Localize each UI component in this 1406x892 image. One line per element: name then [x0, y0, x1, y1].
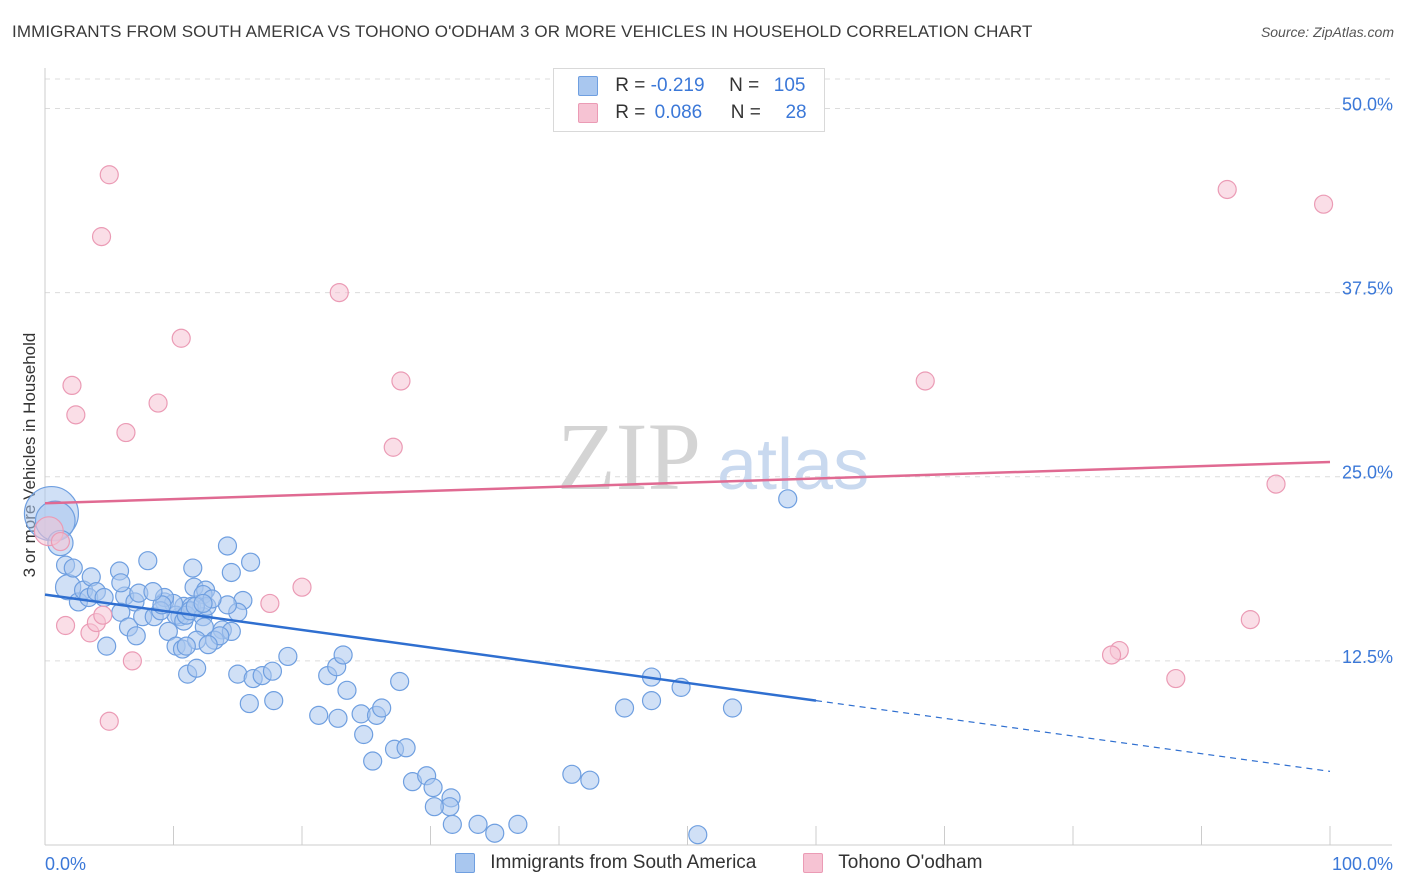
point-tohono [55, 615, 76, 636]
point-immigrants [111, 573, 131, 593]
point-immigrants [63, 558, 83, 578]
point-tohono [329, 282, 349, 303]
bottom-legend-tohono: Tohono O'odham [803, 852, 982, 874]
point-tohono [122, 651, 142, 671]
point-immigrants [264, 691, 284, 711]
point-immigrants [176, 636, 196, 656]
point-immigrants [688, 825, 708, 845]
bottom-legend-label: Immigrants from South America [490, 852, 757, 873]
point-tohono [99, 165, 119, 185]
point-immigrants [333, 645, 353, 665]
point-immigrants [614, 698, 635, 718]
point-tohono [99, 711, 119, 731]
watermark-zip: ZIP [557, 403, 701, 510]
point-immigrants [239, 693, 259, 714]
point-immigrants [442, 814, 462, 834]
point-tohono [93, 605, 113, 625]
y-tick-label: 12.5% [1342, 647, 1393, 667]
point-tohono [391, 371, 411, 391]
point-tohono [1240, 610, 1260, 630]
point-tohono [383, 437, 403, 457]
legend-n-value: 105 [773, 75, 806, 96]
source-label: Source: ZipAtlas.com [1260, 24, 1394, 40]
point-immigrants [187, 658, 207, 678]
point-immigrants [328, 708, 348, 728]
legend-swatch-pink [578, 103, 598, 123]
point-tohono [50, 531, 71, 552]
point-immigrants [143, 582, 163, 602]
point-tohono [1266, 474, 1286, 494]
point-immigrants [158, 621, 178, 642]
legend-r-value: 0.086 [654, 102, 703, 123]
point-tohono [62, 375, 82, 395]
point-tohono [116, 422, 136, 443]
legend-r-label: R = [615, 75, 646, 96]
point-immigrants [354, 724, 374, 745]
point-immigrants [138, 551, 158, 571]
point-tohono [1313, 194, 1334, 214]
point-tohono [66, 405, 86, 425]
point-immigrants [722, 698, 743, 718]
bottom-legend-immigrants: Immigrants from South America [455, 852, 756, 874]
legend-r-value: -0.219 [650, 75, 705, 96]
point-immigrants [396, 738, 416, 758]
legend-n-label: N = [729, 75, 760, 96]
legend-n-label: N = [730, 102, 761, 123]
point-immigrants [423, 777, 443, 798]
point-immigrants [580, 770, 600, 790]
trendline-tohono [44, 460, 1331, 505]
point-tohono [148, 393, 168, 413]
point-immigrants [126, 626, 146, 646]
legend-row-tohono: R = 0.086 N = 28 [578, 102, 807, 126]
legend-r-label: R = [615, 102, 646, 123]
bottom-legend-swatch-blue [455, 853, 475, 873]
point-tohono [1217, 179, 1237, 200]
legend-swatch-blue [578, 76, 598, 96]
trendline-immigrants [44, 593, 817, 702]
point-tohono [292, 577, 312, 597]
correlation-legend: R = -0.219 N = 105 R = 0.086 N = 28 [553, 68, 825, 132]
point-immigrants [485, 823, 505, 843]
bottom-legend-label: Tohono O'odham [838, 852, 983, 873]
point-immigrants [198, 635, 218, 655]
point-immigrants [262, 661, 283, 681]
point-immigrants [424, 797, 444, 817]
point-immigrants [641, 691, 662, 711]
point-immigrants [372, 698, 392, 718]
x-tick-label-min: 0.0% [45, 854, 86, 874]
y-tick-label: 50.0% [1342, 94, 1393, 114]
legend-n-value: 28 [785, 102, 807, 123]
x-tick-label-max: 100.0% [1332, 854, 1393, 874]
point-immigrants [241, 552, 261, 572]
legend-row-immigrants: R = -0.219 N = 105 [578, 75, 805, 99]
point-immigrants [97, 636, 117, 656]
bottom-legend-swatch-pink [803, 853, 823, 873]
point-immigrants [337, 680, 357, 700]
point-tohono [260, 593, 280, 614]
y-tick-label: 25.0% [1342, 463, 1393, 483]
point-immigrants [508, 814, 528, 834]
y-tick-label: 37.5% [1342, 279, 1393, 299]
point-immigrants [193, 593, 213, 614]
point-immigrants [309, 705, 329, 725]
point-immigrants [562, 764, 582, 784]
point-immigrants [183, 558, 203, 578]
point-immigrants [468, 814, 488, 834]
point-immigrants [278, 646, 298, 667]
point-immigrants [363, 751, 383, 771]
point-immigrants [217, 536, 238, 556]
point-tohono [915, 371, 935, 391]
point-immigrants [221, 562, 241, 583]
chart-title: IMMIGRANTS FROM SOUTH AMERICA VS TOHONO … [12, 22, 1033, 41]
point-immigrants [778, 489, 798, 509]
point-tohono [91, 227, 112, 247]
trendline-extension [815, 700, 1331, 772]
point-immigrants [390, 671, 410, 692]
point-tohono [171, 328, 191, 348]
point-tohono [1166, 668, 1186, 689]
point-tohono [1101, 645, 1122, 665]
